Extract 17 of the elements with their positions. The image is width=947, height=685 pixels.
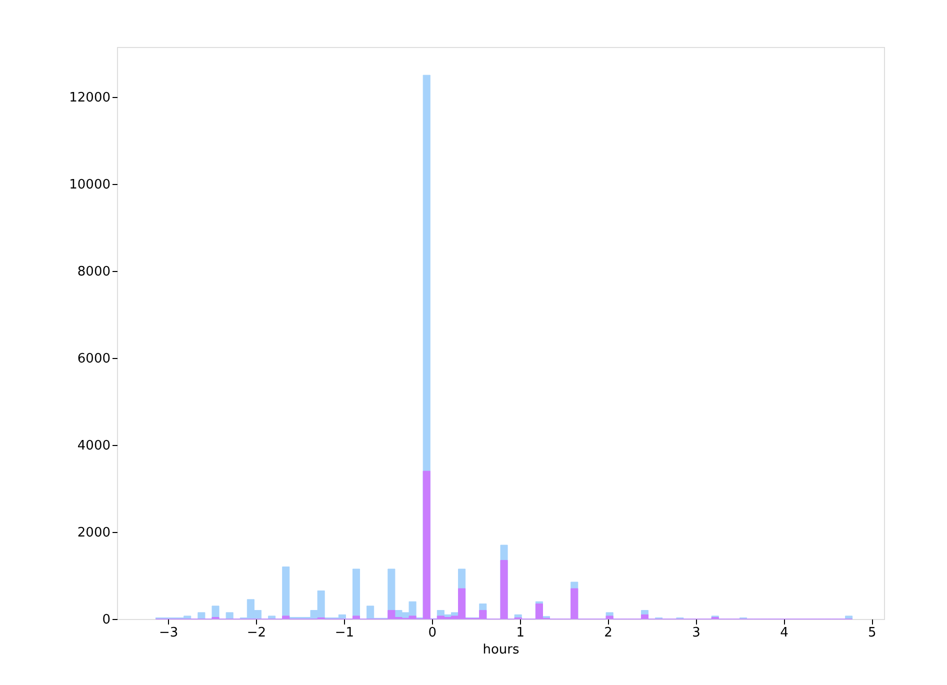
x-tick-label: 5: [868, 626, 876, 640]
x-tick-label: 1: [516, 626, 524, 640]
x-tick-label: −3: [158, 626, 178, 640]
x-tick-label: 2: [604, 626, 612, 640]
y-tick-label: 6000: [77, 351, 110, 366]
x-tick-label: −2: [246, 626, 266, 640]
y-tick-label: 0: [102, 612, 110, 628]
x-tick-label: 4: [780, 626, 788, 640]
y-tick-label: 8000: [77, 264, 110, 280]
x-tick-label: 0: [428, 626, 437, 640]
x-axis-title: hours: [482, 642, 520, 658]
x-tick-label: 3: [692, 626, 700, 640]
y-tick-label: 10000: [69, 177, 110, 192]
y-tick-label: 2000: [77, 525, 110, 540]
y-tick-label: 4000: [77, 438, 110, 454]
x-tick-label: −1: [334, 626, 354, 640]
y-tick-label: 12000: [69, 90, 110, 106]
